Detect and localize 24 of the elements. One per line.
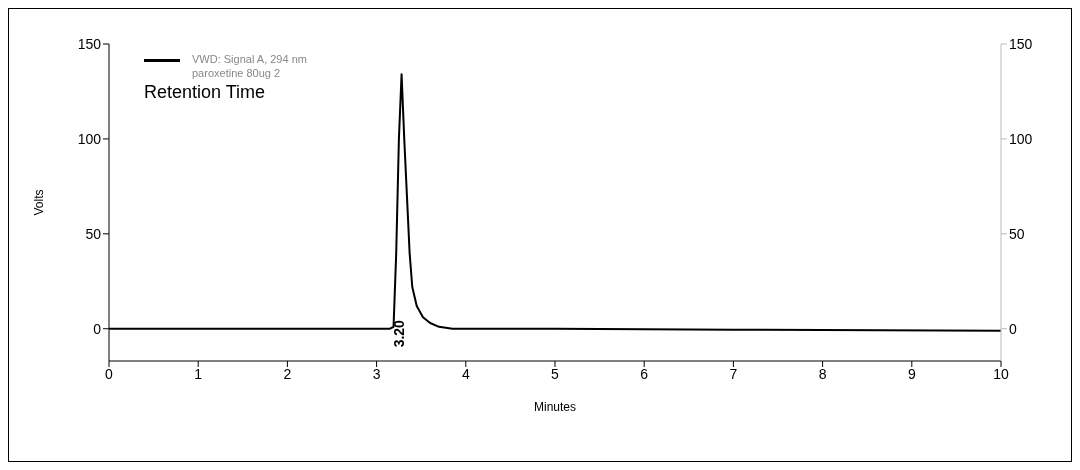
x-tick-label: 5 bbox=[551, 365, 560, 382]
y-tick-label: 100 bbox=[77, 130, 102, 147]
annotation: Retention Time bbox=[144, 82, 267, 103]
y-tick-label: 50 bbox=[85, 225, 102, 242]
x-tick-label: 10 bbox=[993, 365, 1009, 382]
annotation: 3.20 bbox=[391, 319, 408, 348]
x-axis-title: Minutes bbox=[533, 400, 577, 414]
y2-tick-label: 100 bbox=[1009, 130, 1033, 147]
legend-label: VWD: Signal A, 294 nm paroxetine 80ug 2 bbox=[192, 52, 308, 80]
y2-tick-label: 150 bbox=[1009, 35, 1033, 52]
x-tick-label: 8 bbox=[818, 365, 827, 382]
y-tick-label: 150 bbox=[77, 35, 102, 52]
x-tick-label: 1 bbox=[194, 365, 203, 382]
x-tick-label: 9 bbox=[907, 365, 916, 382]
y2-tick-label: 50 bbox=[1009, 225, 1025, 242]
x-tick-label: 7 bbox=[729, 365, 738, 382]
y-tick-label: 0 bbox=[93, 320, 102, 337]
y2-tick-label: 0 bbox=[1009, 320, 1017, 337]
x-tick-label: 3 bbox=[372, 365, 381, 382]
x-tick-label: 6 bbox=[640, 365, 649, 382]
y-axis-title: Volts bbox=[32, 189, 47, 216]
x-tick-label: 2 bbox=[283, 365, 292, 382]
x-tick-label: 4 bbox=[461, 365, 470, 382]
x-tick-label: 0 bbox=[105, 365, 114, 382]
